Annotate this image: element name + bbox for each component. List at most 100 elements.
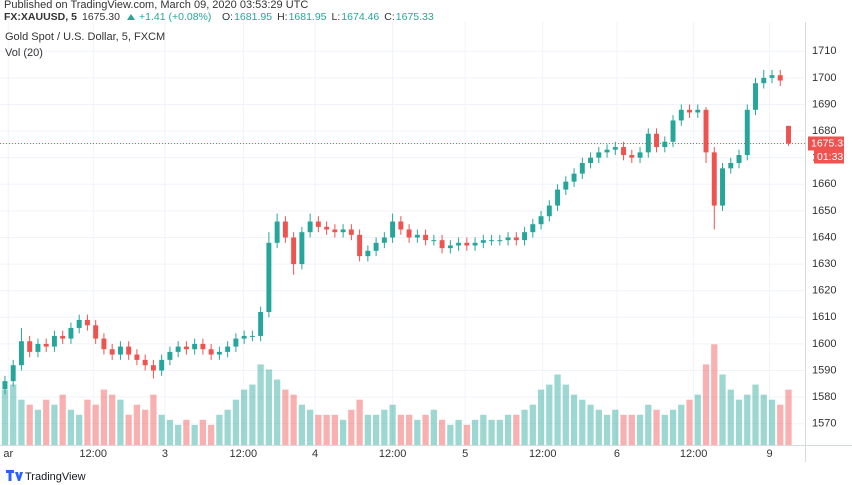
volume-bar [166,419,174,445]
volume-bar [26,404,33,445]
brand: TradingView [25,471,86,483]
volume-bar [768,399,776,445]
candle-body [670,120,676,142]
x-tick-label: 12:00 [79,448,107,460]
x-tick-label: 5 [462,448,468,460]
volume-bar [785,389,792,445]
volume-bar [694,394,701,445]
candle-body [142,359,148,366]
volume-bar [546,384,553,445]
candle-body [134,354,140,360]
candle-body [761,77,767,84]
candle-body [348,229,354,235]
up-arrow [127,14,135,20]
candle-body [464,242,470,246]
y-tick-label: 1610 [812,311,836,323]
volume-bar [199,419,207,445]
volume-bar [735,399,743,445]
volume-bar [1,389,9,445]
volume-bar [513,414,520,445]
volume-bar [381,409,388,445]
candle-body [571,173,577,182]
candle-body [555,189,561,206]
volume-bar [463,424,470,445]
x-tick-label: 12:00 [680,448,708,460]
candle-body [93,325,99,339]
volume-bar [290,394,297,445]
candle-body [307,221,313,233]
volume-bar [521,409,528,445]
y-tick-label: 1640 [812,231,836,243]
candle-body [439,240,445,249]
y-tick-label: 1590 [812,364,836,376]
change: +1.41 (+0.08%) [139,11,211,23]
volume-bar [133,404,141,445]
y-tick-label: 1570 [812,418,836,430]
candle-body [274,221,280,243]
volume-bar [777,404,784,445]
volume-bar [208,424,215,445]
volume-bar [84,399,91,445]
candle-body [381,237,387,243]
volume-bar [273,379,281,445]
volume-bar [537,389,545,445]
volume-bar [579,399,586,445]
candle-body [10,365,16,382]
volume-bar [504,414,512,445]
candle-body [480,240,486,243]
last-price: 1675.30 [82,11,120,23]
x-tick-label: 12:00 [379,448,407,460]
volume-bar [306,409,314,445]
indicator: Vol (20) [5,47,43,59]
volume-bar [661,414,668,445]
volume-bar [241,389,248,445]
volume-bar [34,409,42,445]
volume-bar [356,399,363,445]
candle-body [68,327,74,339]
y-tick-label: 1630 [812,258,836,270]
volume-bar [678,404,685,445]
candle-body [109,349,115,355]
volume-bar [348,409,355,445]
candle-body [315,221,321,227]
candle-body [414,234,420,238]
candle-body [150,365,156,371]
volume-bar [18,399,25,445]
candle-body [27,341,33,352]
volume-bar [109,394,116,445]
volume-bar [100,389,108,445]
y-tick-label: 1600 [812,338,836,350]
logo [6,470,23,481]
candle-body [530,224,536,233]
published-line: Published on TradingView.com, March 09, … [4,0,308,11]
candle-body [786,125,791,144]
volume-bar [669,409,677,445]
volume-bar [554,374,561,445]
volume-bar [702,364,710,445]
candle-body [340,229,346,233]
candle-body [266,242,272,312]
symbol: FX:XAUUSD, 5 [4,11,77,23]
volume-bar [488,419,495,445]
ohlc-label: O: [222,11,233,23]
volume-bar [480,414,487,445]
volume-bar [496,419,503,445]
footer: TradingView [6,470,86,483]
volume-bar [257,364,264,445]
ohlc-value: 1681.95 [234,11,272,23]
candle-body [505,237,511,241]
volume-bar [282,389,289,445]
ohlc-value: 1675.33 [396,11,434,23]
candle-body [43,343,49,347]
candle-body [777,75,783,81]
volume-bar [570,394,578,445]
candle-body [769,75,775,78]
y-tick-label: 1580 [812,391,836,403]
candle-body [373,242,379,251]
candle-body [175,346,181,352]
volume-bar [372,414,380,445]
volume-bar [422,414,429,445]
volume-bar [125,414,132,445]
candle-body [200,343,206,350]
